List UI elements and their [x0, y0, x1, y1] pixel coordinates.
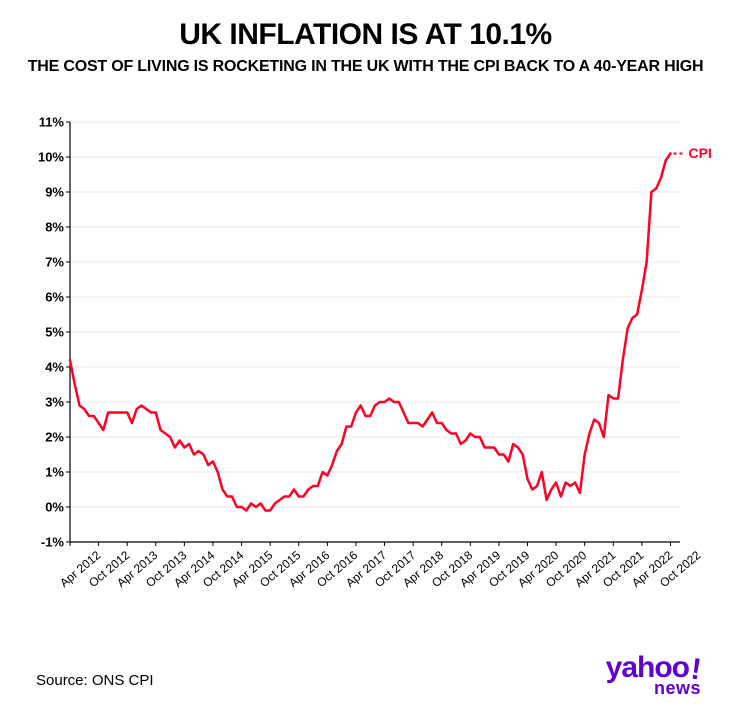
- y-tick-label: 9%: [45, 185, 64, 200]
- chart-title: UK INFLATION IS AT 10.1%: [0, 0, 731, 52]
- y-tick-label: 1%: [45, 465, 64, 480]
- plot-area: -1%0%1%2%3%4%5%6%7%8%9%10%11%Apr 2012Oct…: [70, 122, 680, 542]
- y-tick-label: 4%: [45, 360, 64, 375]
- y-tick-label: 10%: [38, 150, 64, 165]
- y-tick-label: 5%: [45, 325, 64, 340]
- series-annotation: CPI: [688, 145, 711, 161]
- chart-svg: [70, 122, 680, 542]
- chart-subtitle: THE COST OF LIVING IS ROCKETING IN THE U…: [0, 58, 731, 76]
- y-tick-label: 2%: [45, 430, 64, 445]
- y-tick-label: 0%: [45, 500, 64, 515]
- yahoo-news-logo: yahoo! news: [606, 653, 701, 697]
- figure: UK INFLATION IS AT 10.1% THE COST OF LIV…: [0, 0, 731, 711]
- y-tick-label: 11%: [39, 115, 64, 130]
- source-label: Source: ONS CPI: [36, 672, 154, 689]
- y-tick-label: 6%: [45, 290, 64, 305]
- y-tick-label: 7%: [45, 255, 64, 270]
- y-tick-label: -1%: [41, 535, 64, 550]
- y-tick-label: 3%: [45, 395, 64, 410]
- y-tick-label: 8%: [45, 220, 64, 235]
